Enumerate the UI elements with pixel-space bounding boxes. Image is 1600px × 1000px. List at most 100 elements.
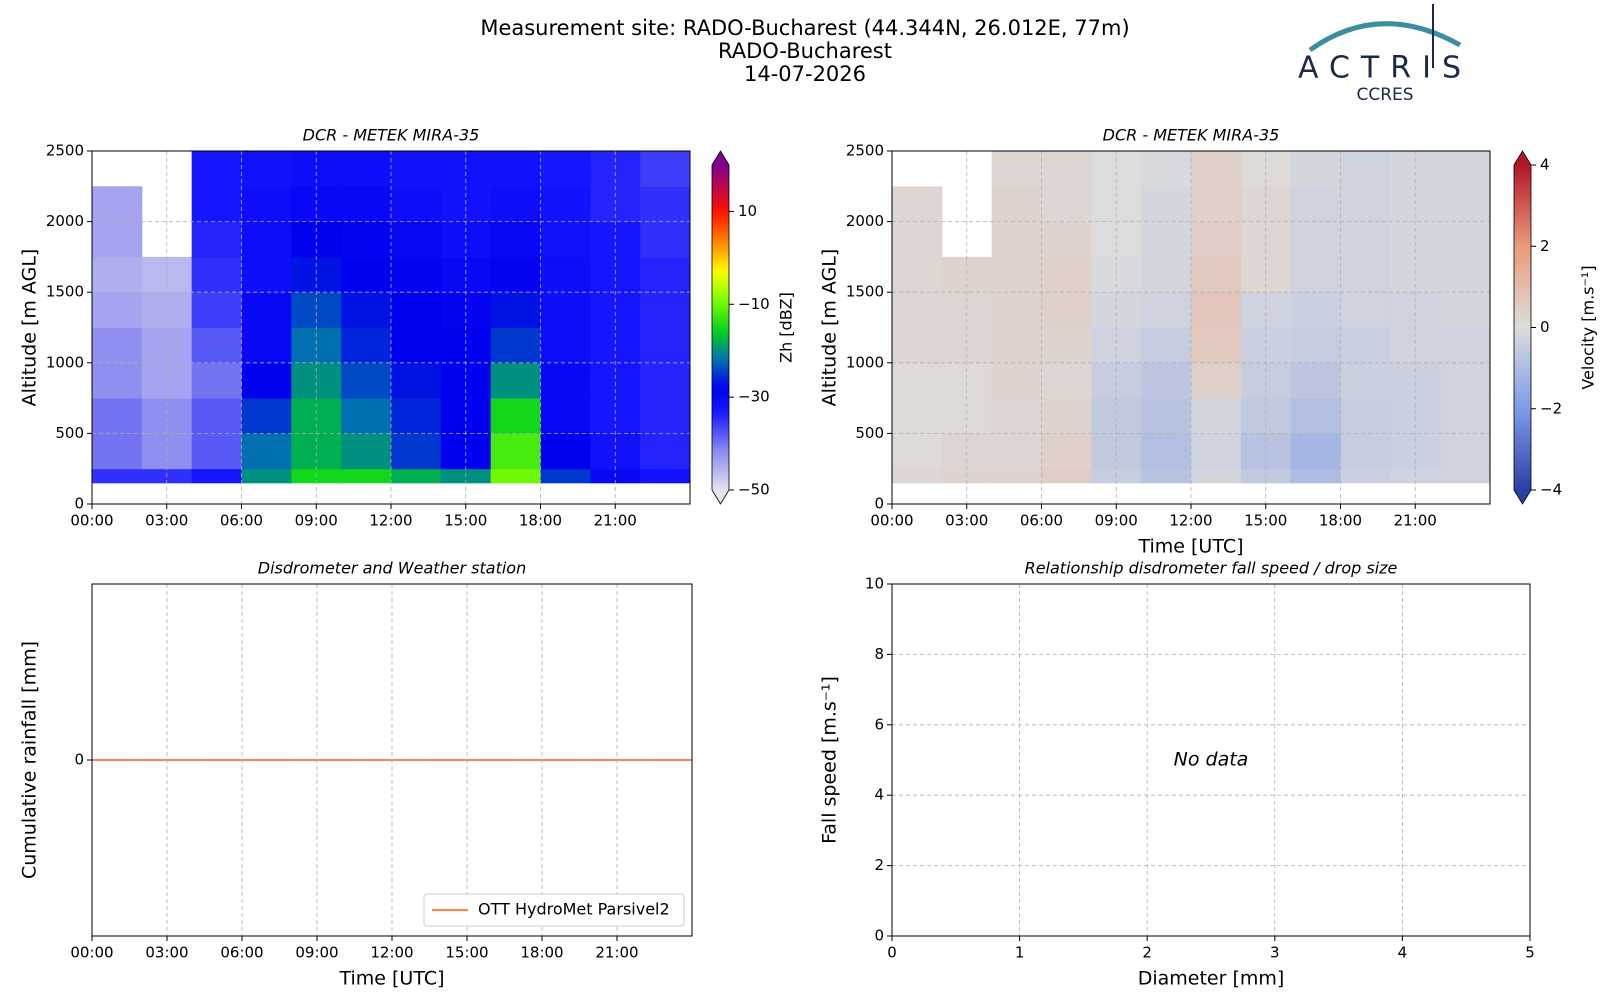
heat-cell <box>1340 398 1391 434</box>
heat-cell <box>1191 398 1242 434</box>
y-tick-label: 2000 <box>846 212 884 230</box>
colorbar-tick-label: 4 <box>1540 156 1550 174</box>
heat-cell <box>1141 186 1192 223</box>
heat-cell <box>1440 151 1491 187</box>
heat-cell <box>1041 151 1092 187</box>
heat-cell <box>490 256 541 293</box>
panel-title: DCR - METEK MIRA-35 <box>303 126 480 145</box>
heat-cell <box>1041 292 1092 328</box>
heat-cell <box>640 151 691 187</box>
heat-cell <box>892 398 943 434</box>
panel: DCR - METEK MIRA-35 00:00 03:00 06:00 09:00 1… <box>819 126 1598 558</box>
y-tick-label: 8 <box>874 645 884 663</box>
x-tick-label: 06:00 <box>1020 512 1063 530</box>
heat-cell <box>92 292 143 328</box>
heat-cell <box>892 433 943 470</box>
plot-frame <box>891 583 1531 937</box>
heat-cell <box>1141 433 1192 470</box>
heat-cell <box>991 362 1042 399</box>
logo-arc <box>1308 21 1462 53</box>
y-tick-label: 2 <box>874 856 884 874</box>
title-line: 14-07-2026 <box>744 62 866 86</box>
x-tick-label: 03:00 <box>145 512 188 530</box>
heat-cell <box>1191 468 1242 484</box>
heat-cell <box>1141 256 1192 293</box>
heat-cell <box>1041 327 1092 364</box>
heat-cell <box>1290 292 1341 328</box>
x-tick-label: 06:00 <box>220 944 263 962</box>
heat-cell <box>892 327 943 364</box>
header: Measurement site: RADO-Bucharest (44.344… <box>480 16 1129 86</box>
heat-cell <box>1440 292 1491 328</box>
colorbar-tick-label: 0 <box>1540 318 1550 336</box>
heat-cell <box>191 292 242 328</box>
heat-cell <box>191 327 242 364</box>
heat-cell <box>1141 327 1192 364</box>
heat-cell <box>540 362 591 399</box>
heat-cell <box>490 327 541 364</box>
legend-label: OTT HydroMet Parsivel2 <box>478 900 670 919</box>
x-tick-label: 06:00 <box>220 512 263 530</box>
heat-cell <box>540 398 591 434</box>
heat-cell <box>540 151 591 187</box>
heat-cell <box>92 433 143 470</box>
heat-cell <box>92 398 143 434</box>
heat-cell <box>640 468 691 484</box>
heat-cell <box>341 433 392 470</box>
heat-cell <box>640 221 691 258</box>
heat-cell <box>1191 327 1242 364</box>
heat-cell <box>391 433 442 470</box>
heat-cell <box>991 186 1042 223</box>
heat-cell <box>341 362 392 399</box>
y-tick-label: 2500 <box>46 142 84 160</box>
heat-cell <box>1041 398 1092 434</box>
heat-cell <box>191 468 242 484</box>
heat-cell <box>540 221 591 258</box>
plot-frame <box>91 583 693 937</box>
heat-cell <box>1290 362 1341 399</box>
y-tick-label: 0 <box>74 495 84 513</box>
y-tick-label: 1500 <box>46 283 84 301</box>
heat-cell <box>1340 292 1391 328</box>
heat-cell <box>991 327 1042 364</box>
panel: Disdrometer and Weather station 00:00 03:0… <box>19 559 693 990</box>
heat-cell <box>1290 151 1341 187</box>
heat-cell <box>1440 221 1491 258</box>
x-tick-label: 09:00 <box>1095 512 1138 530</box>
heat-cell <box>1041 256 1092 293</box>
x-tick-label: 12:00 <box>369 512 412 530</box>
heat-cell <box>1191 186 1242 223</box>
heat-cell <box>391 327 442 364</box>
heat-cell <box>391 362 442 399</box>
heat-cell <box>1041 468 1092 484</box>
heat-cell <box>892 256 943 293</box>
heat-cell <box>391 468 442 484</box>
x-tick-label: 5 <box>1525 944 1535 962</box>
heat-cell <box>191 398 242 434</box>
heat-cell <box>1440 256 1491 293</box>
heat-cell <box>241 327 292 364</box>
heat-cell <box>540 327 591 364</box>
colorbar-tick-label: −4 <box>1540 481 1562 499</box>
heat-cell <box>1141 221 1192 258</box>
y-tick-label: 500 <box>55 424 84 442</box>
heat-cell <box>640 362 691 399</box>
y-tick-label: 0 <box>874 495 884 513</box>
heat-cell <box>1340 327 1391 364</box>
heat-cell <box>1141 292 1192 328</box>
heat-cell <box>191 433 242 470</box>
heat-cell <box>640 398 691 434</box>
heat-cell <box>490 362 541 399</box>
heat-cell <box>991 151 1042 187</box>
heat-cell <box>1290 433 1341 470</box>
heat-cell <box>241 398 292 434</box>
heat-cell <box>640 433 691 470</box>
y-tick-label: 10 <box>865 575 884 593</box>
x-tick-label: 1 <box>1015 944 1025 962</box>
x-tick-label: 18:00 <box>520 944 563 962</box>
y-tick-label: 1000 <box>846 353 884 371</box>
x-axis-label: Diameter [mm] <box>1138 968 1285 990</box>
heat-cell <box>1041 186 1092 223</box>
heat-cell <box>1141 151 1192 187</box>
